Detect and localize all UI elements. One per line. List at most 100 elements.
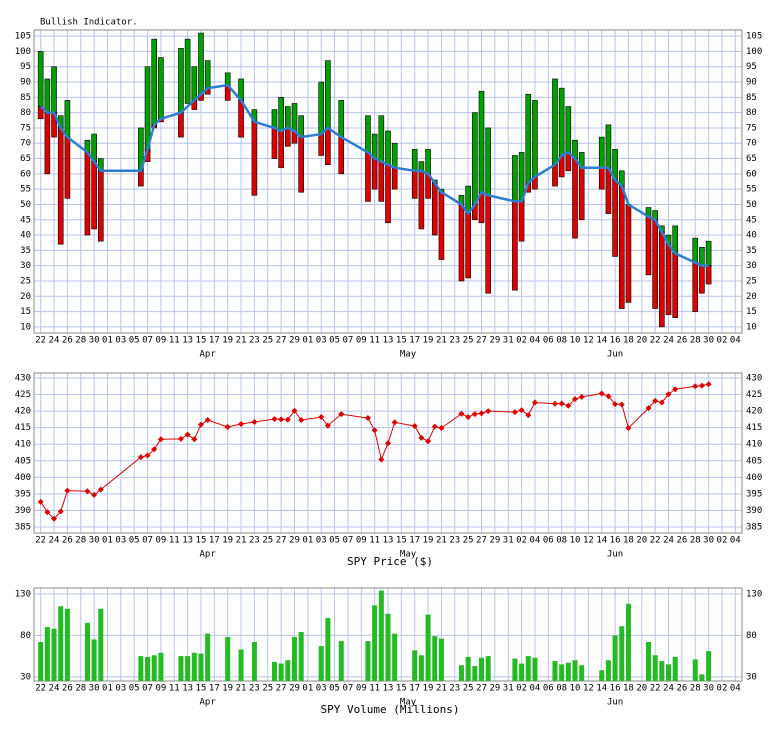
x-tick-label: 30 [89,336,100,346]
x-tick-label: 09 [155,536,166,546]
x-tick-label: 10 [570,336,581,346]
price-marker [157,436,164,443]
x-tick-label: 14 [596,336,607,346]
volume-bar [372,605,378,681]
price-marker [238,421,245,428]
x-tick-label: 23 [449,684,460,694]
bar-above [411,149,418,172]
x-tick-label: 28 [75,684,86,694]
x-tick-label: 21 [236,684,247,694]
month-label: Apr [200,350,217,360]
y-tick-label-right: 10 [746,322,757,332]
x-tick-label: 09 [155,684,166,694]
x-tick-label: 17 [409,536,420,546]
volume-bar [38,641,44,681]
bar-below [338,136,345,175]
month-label: May [400,350,417,360]
bar-below [465,213,471,279]
bar-above [605,124,612,169]
bar-below [238,100,244,138]
x-tick-label: 31 [503,536,514,546]
volume-bar [572,660,578,681]
bar-below [97,170,104,242]
x-tick-label: 06 [543,336,554,346]
bar-below [618,185,625,309]
bar-below [285,127,291,147]
x-tick-label: 21 [436,536,447,546]
x-tick-label: 05 [129,684,140,694]
price-marker [284,416,291,423]
x-tick-label: 26 [62,536,73,546]
price-marker [672,386,679,393]
volume-bar [565,662,571,681]
price-marker [425,438,432,445]
volume-bar [425,614,431,681]
y-tick-label: 105 [15,32,31,42]
x-tick-label: 17 [209,684,220,694]
volume-bar [699,674,705,681]
x-tick-label: 29 [489,336,500,346]
y-tick-label: 425 [15,390,31,400]
x-tick-label: 27 [276,536,287,546]
x-tick-label: 05 [329,536,340,546]
x-tick-label: 02 [717,336,728,346]
bar-below [271,127,278,159]
price-marker [278,416,285,423]
y-tick-label: 10 [20,322,31,332]
volume-bar [178,656,184,681]
volume-bar [659,661,665,681]
price-marker [471,411,478,418]
x-tick-label: 27 [276,684,287,694]
x-tick-label: 08 [556,536,567,546]
price-marker [658,399,665,406]
volume-bar [191,652,197,681]
x-tick-label: 04 [530,536,541,546]
average-line [39,83,709,267]
x-tick-label: 22 [650,536,661,546]
price-marker [645,405,652,412]
volume-bar [51,628,57,681]
volume-bar [692,659,698,681]
x-tick-label: 03 [115,336,126,346]
bar-below [298,136,304,193]
x-tick-label: 15 [396,536,407,546]
x-tick-label: 24 [663,684,674,694]
price-marker [511,409,518,416]
y-tick-label-right: 45 [746,215,757,225]
bar-below [418,170,425,230]
bar-above [191,66,198,101]
x-tick-label: 23 [449,336,460,346]
y-tick-label: 75 [20,123,31,133]
x-tick-label: 28 [690,684,701,694]
x-tick-label: 15 [196,336,207,346]
price-marker [391,419,398,426]
bar-above [378,115,385,162]
x-tick-label: 26 [62,336,73,346]
bar-above [391,142,398,169]
x-tick-label: 17 [209,336,220,346]
y-tick-label-right: 80 [746,631,757,641]
price-marker [705,381,712,388]
volume-bar [619,626,625,681]
x-tick-label: 19 [222,536,233,546]
volume-bar [338,641,344,681]
volume-bar [412,650,418,681]
price-marker [531,399,538,406]
bar-above [224,72,231,86]
bar-below [552,164,558,187]
y-tick-label: 65 [20,154,31,164]
bar-above [178,48,184,113]
x-tick-label: 13 [383,536,394,546]
price-marker [665,391,672,398]
x-tick-label: 19 [222,684,233,694]
x-tick-label: 14 [596,684,607,694]
bar-above [699,247,705,266]
volume-bar [91,639,97,681]
y-tick-label: 25 [20,276,31,286]
y-tick-label-right: 25 [746,276,757,286]
volume-bar [645,641,651,681]
x-tick-label: 19 [222,336,233,346]
y-tick-label: 385 [15,523,31,533]
x-tick-label: 25 [463,536,474,546]
price-marker [572,396,579,403]
